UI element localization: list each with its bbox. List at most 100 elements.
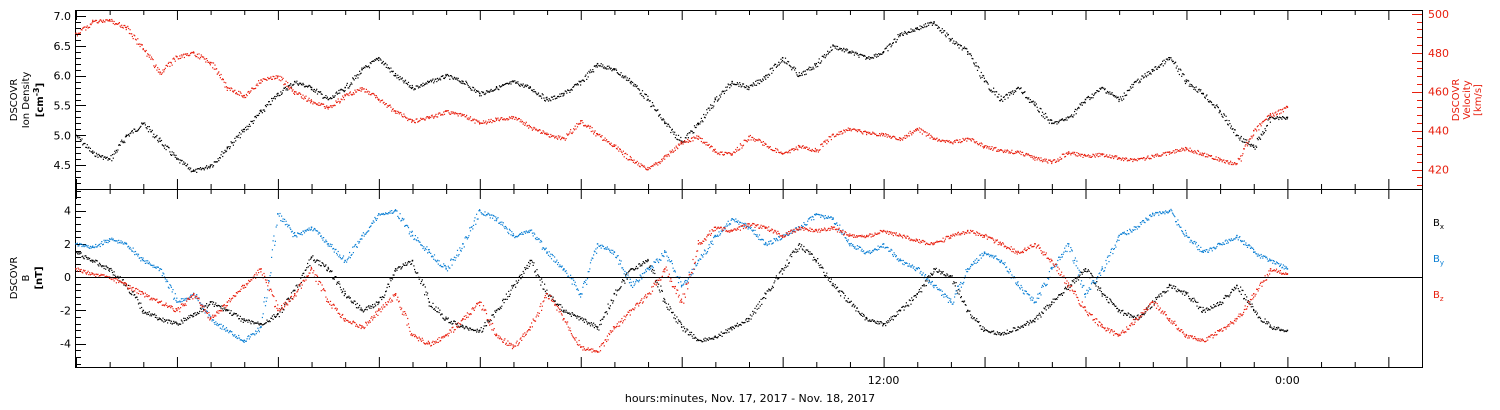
data-point xyxy=(697,122,699,124)
data-point xyxy=(836,286,838,289)
data-point xyxy=(527,267,529,269)
data-point xyxy=(293,80,296,83)
data-point xyxy=(1126,94,1128,96)
data-point xyxy=(292,290,294,292)
data-point xyxy=(683,326,685,328)
data-point xyxy=(397,74,399,76)
data-point xyxy=(188,315,190,317)
data-point xyxy=(664,122,666,125)
data-point xyxy=(764,77,766,79)
data-point xyxy=(976,143,979,145)
data-point xyxy=(258,112,260,114)
data-point xyxy=(921,291,923,293)
data-point xyxy=(1230,291,1232,293)
data-point xyxy=(302,94,304,96)
data-point xyxy=(705,340,707,342)
data-point xyxy=(256,114,258,116)
data-point xyxy=(851,128,853,131)
data-point xyxy=(856,129,858,131)
data-point xyxy=(1004,149,1006,151)
data-point xyxy=(550,135,553,138)
data-point xyxy=(940,29,942,32)
data-point xyxy=(1000,334,1002,336)
data-point xyxy=(768,289,771,291)
data-point xyxy=(846,48,848,50)
data-point xyxy=(333,104,335,106)
data-point xyxy=(557,304,559,306)
data-point xyxy=(937,271,940,273)
data-point xyxy=(453,78,455,80)
data-point xyxy=(1185,149,1187,151)
data-point xyxy=(1032,319,1034,321)
data-point xyxy=(970,314,972,316)
data-point xyxy=(915,130,917,132)
data-point xyxy=(265,79,267,81)
data-point xyxy=(95,19,98,22)
data-point xyxy=(672,131,674,133)
data-point xyxy=(1208,155,1210,157)
data-point xyxy=(515,280,517,282)
data-point xyxy=(170,322,172,324)
data-point xyxy=(517,118,519,120)
data-point xyxy=(116,151,118,153)
data-point xyxy=(933,21,935,23)
data-point xyxy=(1191,149,1193,151)
data-point xyxy=(494,120,496,123)
data-point xyxy=(1212,158,1214,160)
data-point xyxy=(772,149,774,152)
data-point xyxy=(108,270,111,272)
data-point xyxy=(336,91,338,93)
data-point xyxy=(1123,314,1125,316)
data-point xyxy=(680,143,683,145)
data-point xyxy=(301,274,303,276)
data-point xyxy=(621,151,623,154)
data-point xyxy=(436,311,438,313)
data-point xyxy=(1240,286,1242,288)
data-point xyxy=(646,169,648,171)
data-point xyxy=(427,292,429,294)
data-point xyxy=(605,311,607,313)
data-point xyxy=(355,303,357,306)
data-point xyxy=(706,144,709,146)
data-point xyxy=(523,122,525,124)
data-point xyxy=(283,84,285,86)
data-point xyxy=(561,306,563,308)
data-point xyxy=(1171,287,1174,289)
data-point xyxy=(684,141,686,143)
data-point xyxy=(771,287,773,289)
data-point xyxy=(1249,138,1252,140)
data-point xyxy=(256,83,258,85)
data-point xyxy=(1209,155,1211,157)
data-point xyxy=(1231,128,1233,130)
data-point xyxy=(670,308,672,310)
data-point xyxy=(1204,156,1206,158)
data-point xyxy=(825,139,827,141)
data-point xyxy=(263,109,265,111)
data-point xyxy=(1171,152,1173,154)
data-point xyxy=(1016,329,1018,331)
data-point xyxy=(360,90,362,92)
data-point xyxy=(843,292,845,294)
data-point xyxy=(1099,155,1101,157)
data-point xyxy=(787,265,789,267)
data-point xyxy=(717,336,719,338)
data-point xyxy=(586,125,589,127)
data-point xyxy=(472,118,474,120)
data-point xyxy=(603,139,605,141)
data-point xyxy=(400,112,402,114)
data-point xyxy=(1142,75,1144,77)
data-point xyxy=(416,272,418,274)
data-point xyxy=(638,165,641,167)
data-point xyxy=(922,285,924,287)
data-point xyxy=(249,125,251,127)
data-point xyxy=(586,126,588,128)
data-point xyxy=(1192,150,1194,153)
data-point xyxy=(376,96,378,98)
data-point xyxy=(1119,96,1122,98)
data-point xyxy=(768,146,771,148)
data-point xyxy=(939,270,941,272)
data-point xyxy=(1139,81,1141,83)
data-point xyxy=(619,148,621,150)
data-point xyxy=(1012,152,1014,154)
data-point xyxy=(700,121,702,123)
